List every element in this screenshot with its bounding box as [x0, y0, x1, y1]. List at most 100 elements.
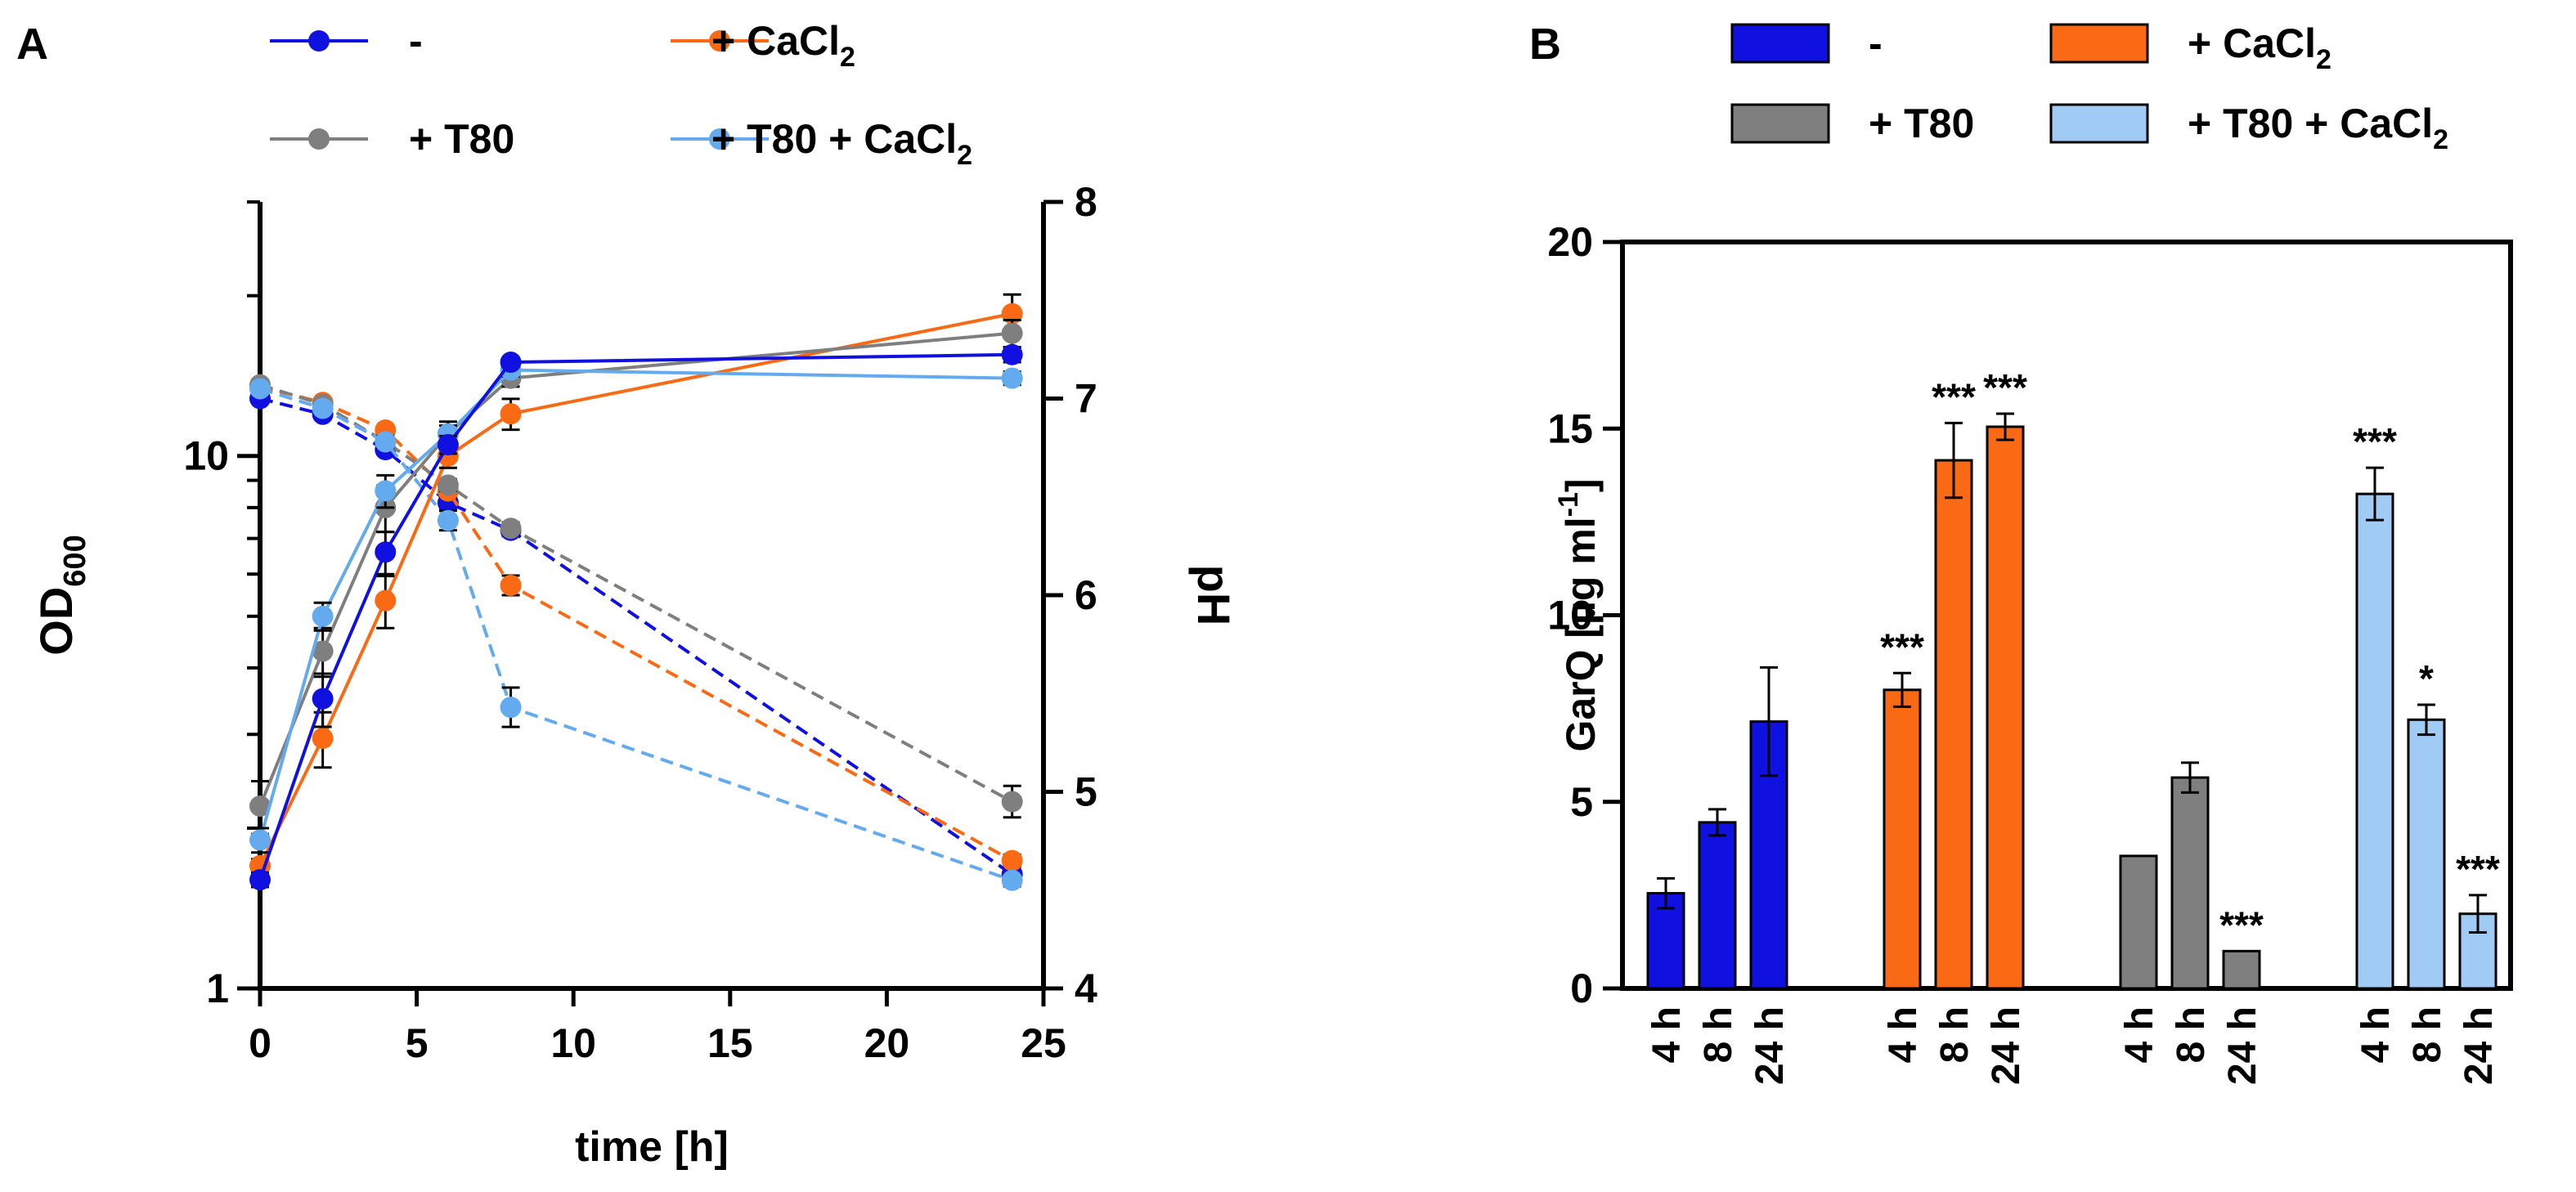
significance-label: *** [1880, 625, 1924, 668]
data-point [437, 474, 459, 496]
data-point [312, 728, 334, 750]
bar [2222, 949, 2261, 990]
bar [2355, 492, 2394, 990]
data-point [375, 589, 397, 612]
y2-axis-title: pH [1188, 565, 1240, 626]
data-point [249, 378, 271, 400]
legend-label: + CaCl2 [711, 18, 855, 73]
data-point [500, 352, 522, 374]
bar [1986, 425, 2025, 990]
y-tick-label: 10 [1547, 593, 1593, 639]
legend-marker [308, 30, 330, 52]
y-tick-label: 5 [1570, 779, 1593, 825]
legend-label: + T80 + CaCl2 [711, 116, 972, 171]
significance-label: *** [2219, 903, 2264, 946]
significance-label: *** [2456, 848, 2500, 890]
significance-label: *** [2353, 420, 2397, 463]
x-tick-label: 15 [707, 1020, 753, 1066]
bar [2407, 718, 2446, 990]
x-category-label: 8 h [2406, 1006, 2449, 1063]
data-point [1001, 849, 1023, 872]
panel-b-chart: - + CaCl2 + T80 + T80 + CaCl2 0 5 10 15 20 GarQ [… [1547, 20, 2513, 1085]
y2-tick-label: 6 [1075, 572, 1097, 618]
data-point [312, 397, 334, 419]
significance-label: * [2419, 657, 2434, 700]
y2-tick-label: 7 [1075, 376, 1097, 422]
x-category-label: 8 h [1697, 1006, 1740, 1063]
y-tick-label: 0 [1570, 966, 1593, 1011]
x-category-label: 24 h [2457, 1006, 2501, 1085]
significance-label: *** [1932, 375, 1976, 418]
data-point [312, 640, 334, 662]
bar [1934, 459, 1973, 990]
significance-label: *** [1983, 366, 2027, 409]
data-point [1001, 791, 1023, 813]
data-point [1001, 322, 1023, 344]
x-tick-label: 10 [550, 1020, 596, 1066]
bar [1698, 821, 1737, 990]
panel-a-letter: A [16, 20, 48, 69]
bar [2170, 776, 2210, 990]
x-tick-label: 5 [406, 1020, 429, 1066]
y-tick-label: 10 [183, 433, 229, 479]
legend-label: + T80 [1869, 101, 1974, 146]
x-category-label: 4 h [1645, 1006, 1689, 1063]
data-point [1001, 367, 1023, 389]
x-tick-label: 0 [249, 1020, 272, 1066]
bar [1883, 688, 1922, 990]
ph-series-line [259, 397, 1013, 876]
od-series-line [258, 368, 1012, 840]
data-point [249, 829, 271, 851]
legend-swatch [1730, 103, 1830, 144]
x-category-label: 4 h [1882, 1006, 1925, 1063]
legend-label: - [1869, 20, 1883, 66]
od-series-line [258, 352, 1012, 881]
ph-series-line [259, 383, 1013, 804]
od-series-line [258, 311, 1013, 867]
ph-series-line [259, 387, 1013, 882]
data-point [500, 518, 522, 540]
data-point [437, 433, 459, 455]
legend-swatch [1730, 23, 1830, 64]
data-point [375, 480, 397, 502]
x-category-label: 8 h [2170, 1006, 2213, 1063]
panel-b-letter: B [1529, 20, 1561, 69]
legend-marker [709, 128, 730, 150]
data-point [500, 697, 522, 719]
legend-swatch [2049, 103, 2149, 144]
data-point [500, 574, 522, 596]
data-point [375, 541, 397, 563]
legend-marker [709, 30, 730, 52]
y-axis-title: GarQ [µg ml-1] [1553, 478, 1604, 751]
od-series-line [258, 331, 1012, 807]
y-tick-label: 20 [1547, 219, 1593, 265]
legend-label: + CaCl2 [2188, 20, 2331, 75]
legend-label: + T80 + CaCl2 [2188, 101, 2448, 155]
y-tick-label: 1 [206, 966, 229, 1011]
y2-tick-label: 4 [1075, 966, 1097, 1011]
data-point [249, 795, 271, 817]
legend-swatch [2049, 23, 2149, 64]
data-point [249, 869, 271, 891]
data-point [312, 688, 334, 710]
data-point [312, 605, 334, 627]
data-point [500, 403, 522, 425]
x-category-label: 8 h [1933, 1006, 1977, 1063]
y-axis-title: OD600 [30, 535, 92, 655]
x-category-label: 4 h [2354, 1006, 2398, 1063]
bar [2119, 854, 2158, 990]
data-point [437, 509, 459, 531]
x-tick-label: 25 [1021, 1020, 1066, 1066]
x-category-label: 24 h [2221, 1006, 2264, 1085]
x-category-label: 24 h [1748, 1006, 1792, 1085]
x-tick-label: 20 [864, 1020, 910, 1066]
y2-tick-label: 8 [1075, 179, 1097, 225]
legend-marker [308, 128, 330, 150]
data-point [1001, 343, 1023, 365]
x-category-label: 4 h [2118, 1006, 2161, 1063]
legend-label: + T80 [409, 116, 514, 162]
y-tick-label: 15 [1547, 406, 1593, 451]
data-point [375, 431, 397, 453]
ph-series-line [259, 385, 1013, 863]
